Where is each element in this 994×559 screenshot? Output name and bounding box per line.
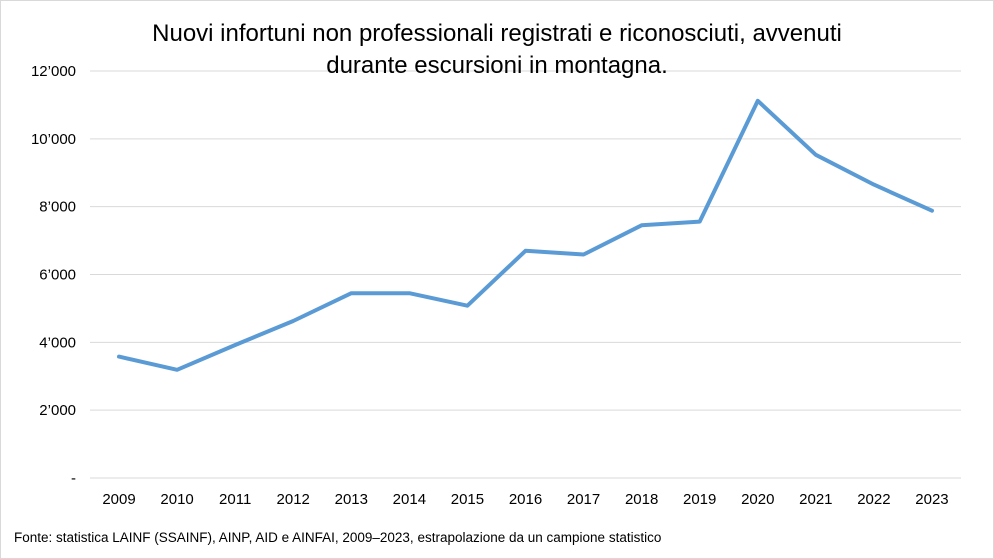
x-tick-label: 2015 bbox=[451, 491, 484, 508]
series-line bbox=[117, 98, 934, 372]
chart-title-line-1: Nuovi infortuni non professionali regist… bbox=[152, 20, 842, 47]
source-note: Fonte: statistica LAINF (SSAINF), AINP, … bbox=[14, 530, 662, 545]
x-axis-ticks: 2009 2010 2011 2012 2013 2014 2015 2016 2017 2018… bbox=[102, 491, 948, 508]
gridlines bbox=[90, 70, 961, 479]
x-tick-label: 2022 bbox=[857, 491, 890, 508]
y-tick-label: 12’000 bbox=[31, 63, 76, 80]
x-tick-label: 2021 bbox=[799, 491, 832, 508]
chart-title-line-2: durante escursioni in montagna. bbox=[326, 52, 668, 79]
x-tick-label: 2018 bbox=[625, 491, 658, 508]
chart-title: Nuovi infortuni non professionali regist… bbox=[100, 18, 894, 82]
y-tick-label: 8’000 bbox=[39, 199, 76, 216]
y-axis-ticks: - 2’000 4’000 6’000 8’000 10’000 12’000 bbox=[31, 63, 76, 487]
y-tick-label: 2’000 bbox=[39, 402, 76, 419]
x-tick-label: 2013 bbox=[335, 491, 368, 508]
y-tick-label: 6’000 bbox=[39, 267, 76, 284]
x-tick-label: 2020 bbox=[741, 491, 774, 508]
y-tick-label: 4’000 bbox=[39, 334, 76, 351]
x-tick-label: 2012 bbox=[277, 491, 310, 508]
x-tick-label: 2019 bbox=[683, 491, 716, 508]
x-tick-label: 2011 bbox=[219, 491, 251, 508]
x-tick-label: 2023 bbox=[915, 491, 948, 508]
x-tick-label: 2014 bbox=[393, 491, 426, 508]
y-tick-label: - bbox=[71, 470, 76, 487]
x-tick-label: 2016 bbox=[509, 491, 542, 508]
x-tick-label: 2017 bbox=[567, 491, 600, 508]
series-group bbox=[117, 98, 934, 372]
y-tick-label: 10’000 bbox=[31, 131, 76, 148]
x-tick-label: 2009 bbox=[102, 491, 135, 508]
x-tick-label: 2010 bbox=[160, 491, 193, 508]
